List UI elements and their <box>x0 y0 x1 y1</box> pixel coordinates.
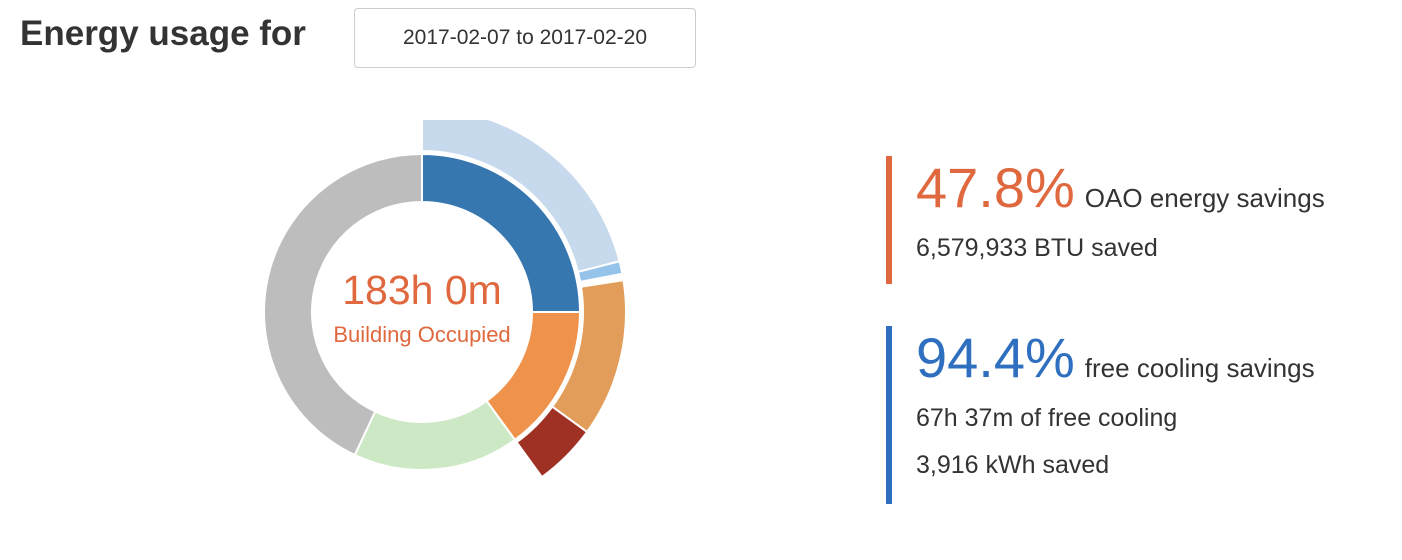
inner-ring <box>263 152 582 471</box>
free-cooling-kwh-saved: 3,916 kWh saved <box>916 451 1110 479</box>
oao-savings-label: OAO energy savings <box>1084 183 1325 213</box>
occupancy-sunburst-chart <box>263 120 627 479</box>
outer-ring-slice-4 <box>515 405 589 479</box>
oao-btu-saved: 6,579,933 BTU saved <box>916 234 1158 262</box>
oao-savings-headline: 47.8% OAO energy savings <box>916 156 1325 220</box>
free-cooling-label: free cooling savings <box>1084 353 1315 383</box>
free-cooling-percent: 94.4% <box>916 326 1075 389</box>
outer-ring-slice-2 <box>576 260 624 283</box>
free-cooling-duration: 67h 37m of free cooling <box>916 404 1178 432</box>
oao-savings-percent: 47.8% <box>916 156 1075 219</box>
free-cooling-panel: 94.4% free cooling savings 67h 37m of fr… <box>886 326 1315 504</box>
inner-ring-slice-4 <box>263 152 423 457</box>
page-title: Energy usage for <box>20 14 306 53</box>
outer-ring <box>421 120 627 479</box>
date-range-picker[interactable]: 2017-02-07 to 2017-02-20 <box>354 8 696 68</box>
free-cooling-headline: 94.4% free cooling savings <box>916 326 1315 390</box>
inner-ring-slice-3 <box>353 399 517 471</box>
occupied-time-value: 183h 0m <box>342 267 502 313</box>
oao-savings-panel: 47.8% OAO energy savings 6,579,933 BTU s… <box>886 156 1325 284</box>
occupied-time-label: Building Occupied <box>333 322 511 347</box>
